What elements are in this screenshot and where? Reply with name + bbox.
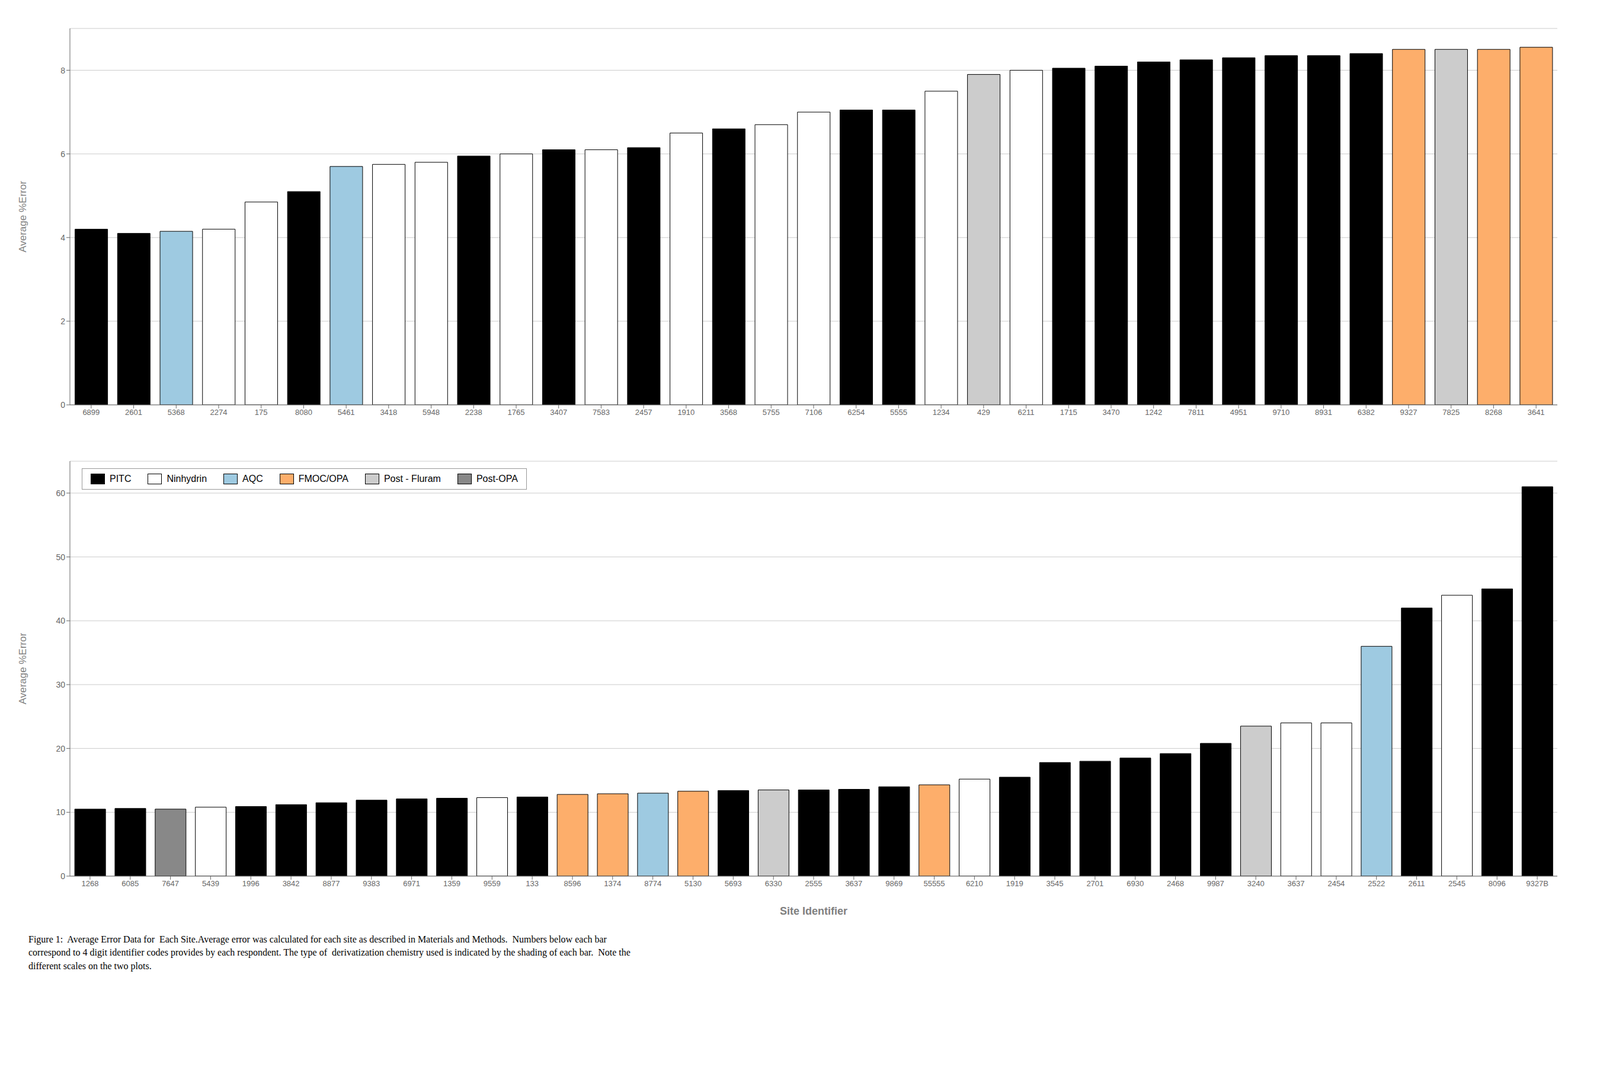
svg-text:6330: 6330	[765, 878, 783, 888]
html-text:Figure 1: Average Error Data f: Figure 1: Average Error Data for Each Si…	[28, 933, 631, 971]
svg-text:3470: 3470	[1102, 407, 1120, 417]
svg-text:9869: 9869	[885, 878, 903, 888]
svg-text:8931: 8931	[1314, 407, 1333, 417]
svg-text:2601: 2601	[125, 407, 143, 417]
svg-text:1374: 1374	[603, 878, 622, 888]
svg-text:5368: 5368	[167, 407, 185, 417]
svg-text:8268: 8268	[1485, 407, 1503, 417]
svg-text:5130: 5130	[684, 878, 702, 888]
svg-text:9710: 9710	[1272, 407, 1290, 417]
svg-text:30: 30	[55, 679, 66, 690]
svg-text:8096: 8096	[1488, 878, 1506, 888]
svg-text:6085: 6085	[121, 878, 139, 888]
svg-text:1268: 1268	[81, 878, 99, 888]
svg-text:2545: 2545	[1448, 878, 1466, 888]
html-text:PITC: PITC	[109, 473, 132, 484]
svg-text:3240: 3240	[1247, 878, 1265, 888]
svg-text:10: 10	[55, 807, 66, 817]
svg-text:50: 50	[55, 552, 66, 562]
svg-text:1234: 1234	[932, 407, 950, 417]
svg-text:2522: 2522	[1367, 878, 1385, 888]
svg-text:Site Identifier: Site Identifier	[779, 904, 848, 917]
html-text:FMOC/OPA: FMOC/OPA	[298, 473, 349, 484]
svg-text:1715: 1715	[1060, 407, 1078, 417]
svg-text:6254: 6254	[847, 407, 865, 417]
svg-text:Average %Error: Average %Error	[17, 180, 29, 253]
svg-text:7647: 7647	[161, 878, 179, 888]
svg-text:7825: 7825	[1442, 407, 1460, 417]
svg-text:4: 4	[60, 232, 66, 243]
svg-text:20: 20	[55, 743, 66, 754]
html-text:AQC: AQC	[242, 473, 263, 484]
svg-text:5461: 5461	[337, 407, 355, 417]
svg-text:5555: 5555	[890, 407, 908, 417]
svg-text:60: 60	[55, 488, 66, 498]
svg-text:2611: 2611	[1408, 878, 1426, 888]
svg-text:55555: 55555	[923, 878, 945, 888]
svg-text:133: 133	[525, 878, 539, 888]
svg-text:3637: 3637	[845, 878, 863, 888]
svg-text:Average %Error: Average %Error	[17, 632, 29, 704]
svg-text:3545: 3545	[1046, 878, 1064, 888]
svg-text:6211: 6211	[1018, 407, 1035, 417]
svg-text:2468: 2468	[1166, 878, 1184, 888]
svg-text:7811: 7811	[1187, 407, 1205, 417]
svg-text:9327B: 9327B	[1525, 878, 1549, 888]
svg-text:3637: 3637	[1287, 878, 1305, 888]
svg-text:0: 0	[60, 400, 66, 410]
svg-text:3568: 3568	[720, 407, 738, 417]
svg-text:2555: 2555	[805, 878, 823, 888]
svg-text:9383: 9383	[362, 878, 380, 888]
svg-text:5439: 5439	[202, 878, 220, 888]
svg-text:8596: 8596	[564, 878, 582, 888]
svg-text:1359: 1359	[443, 878, 461, 888]
svg-text:0: 0	[60, 871, 66, 881]
svg-text:1919: 1919	[1006, 878, 1024, 888]
svg-text:5755: 5755	[762, 407, 780, 417]
svg-text:8774: 8774	[644, 878, 662, 888]
svg-text:9559: 9559	[483, 878, 501, 888]
svg-text:6210: 6210	[965, 878, 984, 888]
svg-text:429: 429	[977, 407, 991, 417]
svg-text:6382: 6382	[1357, 407, 1375, 417]
svg-text:2: 2	[60, 316, 66, 326]
svg-text:2454: 2454	[1327, 878, 1345, 888]
svg-text:4951: 4951	[1230, 407, 1248, 417]
svg-text:2274: 2274	[210, 407, 228, 417]
svg-text:1910: 1910	[677, 407, 695, 417]
svg-text:175: 175	[254, 407, 268, 417]
svg-text:5948: 5948	[422, 407, 440, 417]
svg-text:6899: 6899	[82, 407, 100, 417]
svg-text:1242: 1242	[1144, 407, 1163, 417]
html-text:Post-OPA: Post-OPA	[476, 473, 518, 484]
svg-text:9987: 9987	[1207, 878, 1225, 888]
html-text:Ninhydrin: Ninhydrin	[166, 473, 207, 484]
svg-text:6930: 6930	[1126, 878, 1144, 888]
svg-text:8080: 8080	[295, 407, 313, 417]
svg-text:1996: 1996	[242, 878, 260, 888]
svg-text:8877: 8877	[322, 878, 340, 888]
svg-text:5693: 5693	[724, 878, 742, 888]
svg-text:3842: 3842	[282, 878, 300, 888]
svg-text:3418: 3418	[379, 407, 398, 417]
svg-text:6971: 6971	[402, 878, 421, 888]
svg-text:3641: 3641	[1527, 407, 1545, 417]
svg-text:9327: 9327	[1400, 407, 1418, 417]
svg-text:2701: 2701	[1086, 878, 1104, 888]
svg-text:7106: 7106	[805, 407, 823, 417]
svg-text:6: 6	[60, 149, 66, 159]
svg-text:1765: 1765	[507, 407, 526, 417]
svg-text:40: 40	[55, 615, 66, 626]
html-text:Post - Fluram: Post - Fluram	[383, 473, 441, 484]
svg-text:2238: 2238	[465, 407, 483, 417]
svg-text:2457: 2457	[635, 407, 653, 417]
svg-text:7583: 7583	[592, 407, 610, 417]
svg-text:8: 8	[60, 65, 66, 76]
svg-text:3407: 3407	[549, 407, 568, 417]
